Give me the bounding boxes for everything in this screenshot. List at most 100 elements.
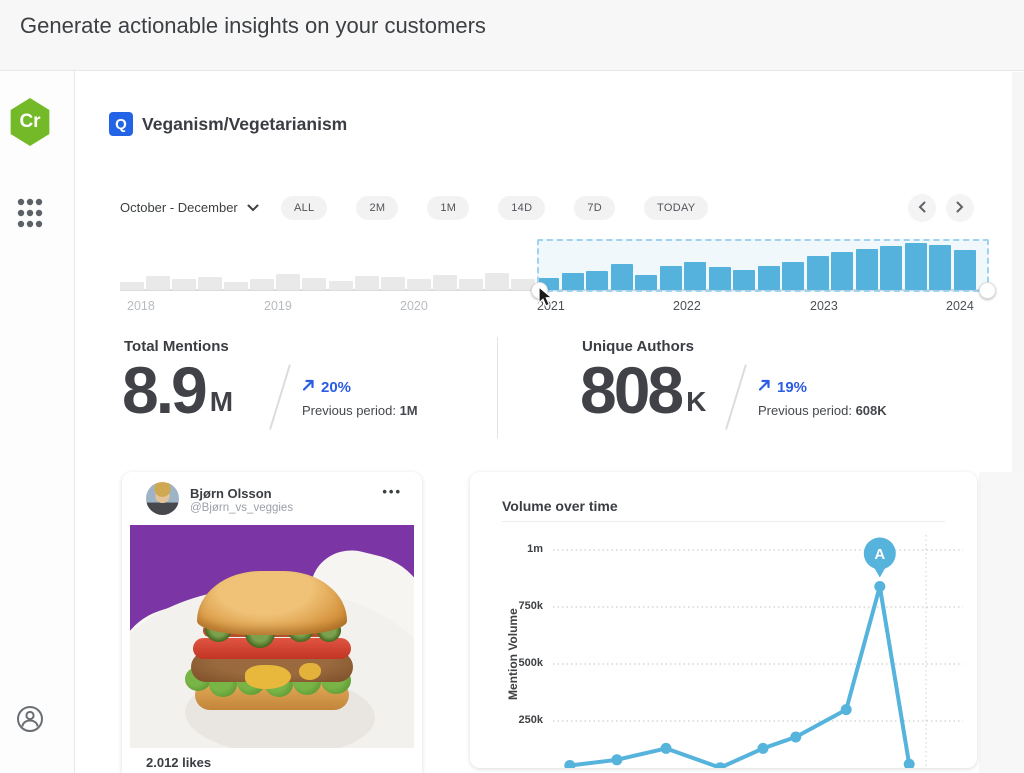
selection-handle-right[interactable] xyxy=(979,282,996,299)
query-badge: Q xyxy=(109,112,133,136)
chevron-left-icon xyxy=(918,201,926,216)
y-axis-ticks: 1m 750k 500k 250k xyxy=(470,472,543,768)
chevron-down-icon xyxy=(247,200,259,215)
trend-up-icon xyxy=(758,378,772,396)
pill-1m[interactable]: 1M xyxy=(427,196,470,220)
page-title: Generate actionable insights on your cus… xyxy=(20,13,486,38)
y-tick-label: 500k xyxy=(518,657,543,669)
total-mentions-unit: M xyxy=(209,385,234,417)
total-mentions-change: 20% xyxy=(302,378,351,396)
timeline-bar xyxy=(610,264,633,290)
pill-2m[interactable]: 2M xyxy=(356,196,399,220)
annotation-marker-label: A xyxy=(874,546,885,563)
timeline-bar xyxy=(276,274,301,290)
account-icon[interactable] xyxy=(15,704,45,739)
post-image-burger xyxy=(130,525,414,748)
timeline-bar xyxy=(684,262,706,290)
total-mentions-previous: Previous period: 1M xyxy=(302,403,418,418)
pill-today[interactable]: TODAY xyxy=(644,196,709,220)
timeline-bar xyxy=(328,281,353,290)
timeline-year-tick: 2020 xyxy=(400,299,428,313)
prev-period-button[interactable] xyxy=(908,194,936,222)
pill-all[interactable]: ALL xyxy=(281,196,328,220)
timeline-year-tick: 2023 xyxy=(810,299,838,313)
avatar xyxy=(146,482,179,515)
timeline-bar xyxy=(120,282,144,290)
timeline-bar xyxy=(708,267,731,290)
selection-handle-left[interactable] xyxy=(531,282,548,299)
timeline-bar xyxy=(172,279,197,290)
topbar: Generate actionable insights on your cus… xyxy=(0,0,1024,71)
pill-7d[interactable]: 7D xyxy=(574,196,616,220)
volume-chart-card: Volume over time Mention Volume 1m 750k 50… xyxy=(470,472,977,768)
sidebar: Cr xyxy=(0,71,75,773)
timeline-bar xyxy=(806,256,829,290)
burger-cheese xyxy=(299,663,321,680)
post-likes: 2.012 likes xyxy=(146,755,212,770)
unique-authors-number: 808 xyxy=(580,353,684,427)
timeline-nav xyxy=(908,194,974,222)
total-mentions-value: 8.9 M xyxy=(122,353,234,427)
burger-bun-top xyxy=(197,571,347,635)
timeline-bar xyxy=(733,270,755,290)
unique-authors-value: 808 K xyxy=(580,353,707,427)
stat-divider-slash xyxy=(269,364,291,430)
unique-authors-unit: K xyxy=(686,385,707,417)
stat-divider-slash xyxy=(725,364,747,430)
timeline-selection[interactable] xyxy=(537,239,989,292)
apps-grid-icon[interactable] xyxy=(17,197,43,234)
unique-authors-previous: Previous period: 608K xyxy=(758,403,887,418)
timeline-bar xyxy=(380,277,405,290)
trend-up-icon xyxy=(302,378,316,396)
chart-title: Volume over time xyxy=(502,498,618,514)
volume-line-chart[interactable]: A xyxy=(548,525,968,768)
more-options-button[interactable]: ••• xyxy=(382,484,402,499)
timeline-bar xyxy=(635,275,657,290)
next-period-button[interactable] xyxy=(946,194,974,222)
timeline-bar xyxy=(250,279,275,290)
timeline-bar xyxy=(880,246,902,290)
timeline-bar xyxy=(484,273,509,290)
timeline-year-labels: 2018 2019 2020 2021 2022 2023 2024 xyxy=(0,299,1024,315)
social-post-card[interactable]: Bjørn Olsson @Bjørn_vs_veggies ••• xyxy=(122,472,422,773)
y-tick-label: 750k xyxy=(518,600,543,612)
topic-title: Veganism/Vegetarianism xyxy=(142,114,348,134)
timeline-year-tick: 2024 xyxy=(946,299,974,313)
timeline-bar xyxy=(458,279,483,290)
timeline-bar xyxy=(831,252,853,290)
y-tick-label: 1m xyxy=(527,543,543,555)
right-gutter xyxy=(1012,72,1024,472)
pill-14d[interactable]: 14D xyxy=(498,196,546,220)
timeline-year-tick: 2019 xyxy=(264,299,292,313)
timeline-bar xyxy=(782,262,804,290)
chart-title-divider xyxy=(502,521,945,522)
unique-authors-change: 19% xyxy=(758,378,807,396)
timeline-bars[interactable] xyxy=(120,239,990,290)
y-tick-label: 250k xyxy=(518,714,543,726)
previous-period-value: 608K xyxy=(855,403,887,418)
previous-period-label: Previous period: xyxy=(758,403,856,418)
timeline-year-tick: 2022 xyxy=(673,299,701,313)
total-mentions-label: Total Mentions xyxy=(124,338,229,355)
timeline-year-tick: 2018 xyxy=(127,299,155,313)
timeline-bar xyxy=(224,282,249,290)
timeline-bar xyxy=(757,266,780,290)
previous-period-value: 1M xyxy=(399,403,418,418)
brand-logo[interactable]: Cr xyxy=(10,98,50,146)
burger-cheese xyxy=(245,665,291,689)
unique-authors-label: Unique Authors xyxy=(582,338,694,355)
time-filter-pills: ALL 2M 1M 14D 7D TODAY xyxy=(281,196,709,220)
post-author: Bjørn Olsson xyxy=(190,486,272,501)
timeline-bar xyxy=(354,276,379,290)
burger-illustration xyxy=(185,555,357,710)
timeline-bar xyxy=(659,266,682,290)
unique-authors-change-value: 19% xyxy=(777,378,808,396)
right-gutter-lower xyxy=(979,472,1024,773)
post-header: Bjørn Olsson @Bjørn_vs_veggies ••• xyxy=(122,472,422,525)
previous-period-label: Previous period: xyxy=(302,403,400,418)
date-range-select[interactable]: October - December xyxy=(120,200,259,215)
query-badge-letter: Q xyxy=(115,115,127,133)
timeline-bar xyxy=(302,278,327,290)
total-mentions-number: 8.9 xyxy=(122,353,208,427)
